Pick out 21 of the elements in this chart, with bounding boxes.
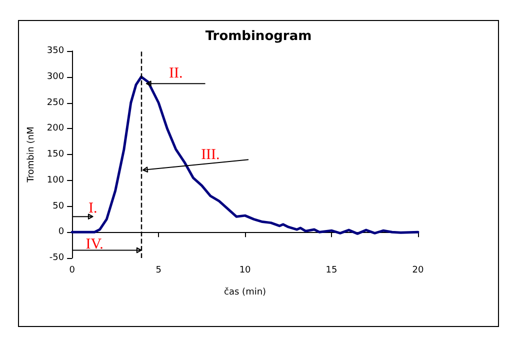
- x-tick-label: 15: [326, 266, 338, 276]
- y-tick-label: 250: [46, 98, 64, 108]
- annotation: III.: [201, 146, 220, 163]
- y-tick-label: 0: [58, 227, 64, 238]
- annotation: II.: [168, 66, 183, 82]
- x-tick-label: 20: [412, 266, 424, 276]
- x-axis-title: čas (min): [224, 286, 266, 298]
- y-tick-label: 300: [46, 72, 64, 82]
- y-tick-label: 150: [46, 150, 64, 160]
- y-tick-label: 200: [46, 124, 64, 134]
- x-tick-label: 0: [69, 266, 76, 276]
- x-tick-label: 5: [156, 266, 162, 276]
- y-tick-label: 50: [52, 201, 64, 212]
- y-tick-label: 350: [46, 46, 64, 56]
- y-tick-label: 100: [46, 175, 64, 186]
- annotation: I.: [88, 200, 98, 216]
- chart-title: Trombinogram: [205, 29, 312, 44]
- y-axis-title: Trombin (nM: [26, 126, 36, 184]
- annotation: IV.: [86, 236, 104, 252]
- x-tick-label: 10: [239, 266, 252, 276]
- y-tick-label: -50: [49, 253, 64, 263]
